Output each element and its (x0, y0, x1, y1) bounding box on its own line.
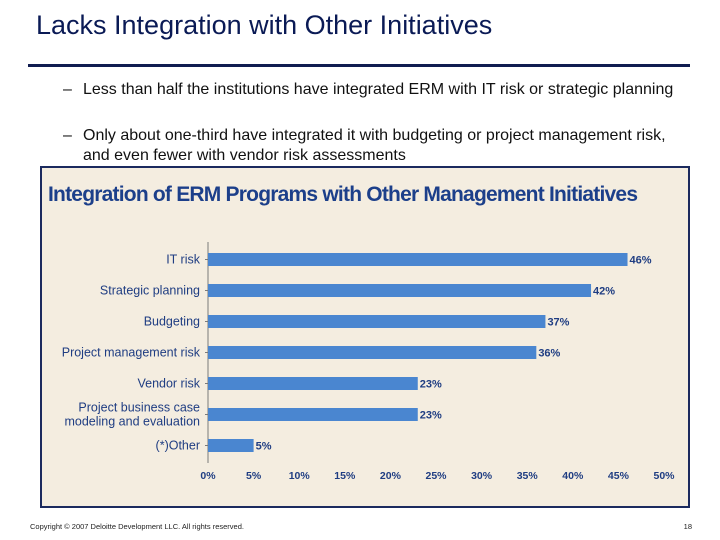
category-label: Budgeting (144, 315, 200, 329)
category-label-line: (*)Other (156, 439, 200, 453)
category-label-line: IT risk (166, 253, 201, 267)
bullet-dash: – (63, 81, 72, 98)
category-label-line: Strategic planning (100, 284, 200, 298)
category-label-line: Budgeting (144, 315, 200, 329)
bar-value-label: 37% (547, 317, 569, 329)
bar (208, 284, 592, 297)
category-label-line: modeling and evaluation (64, 415, 200, 429)
bullet-text: Less than half the institutions have int… (83, 81, 674, 98)
bar-layer (208, 253, 628, 452)
bar-value-label: 23% (420, 410, 442, 422)
bullet-dash: – (63, 127, 72, 144)
x-tick-label: 10% (289, 470, 311, 482)
bullet-item: – Less than half the institutions have i… (63, 80, 693, 100)
x-tick-label: 50% (653, 470, 675, 482)
x-tick-label: 45% (608, 470, 630, 482)
category-label: Strategic planning (100, 284, 200, 298)
axis-layer: 0% 5% 10% 15% 20% 25% 30% 35% 40% 45% 50% (200, 242, 675, 482)
category-label: (*)Other (156, 439, 200, 453)
chart-panel: Integration of ERM Programs with Other M… (40, 166, 690, 508)
category-label: Vendor risk (137, 377, 200, 391)
bar-value-label: 23% (420, 379, 442, 391)
chart-title: Integration of ERM Programs with Other M… (48, 183, 638, 206)
bar (208, 408, 418, 421)
bar (208, 346, 537, 359)
bullet-text: Only about one-third have integrated it … (83, 127, 666, 164)
bar (208, 439, 254, 452)
bar (208, 253, 628, 266)
category-label-line: Project business case (78, 401, 200, 415)
x-tick-label: 30% (471, 470, 493, 482)
bar (208, 377, 418, 390)
x-tick-label: 0% (200, 470, 216, 482)
x-tick-label: 25% (425, 470, 447, 482)
bar (208, 315, 546, 328)
x-tick-label: 5% (246, 470, 262, 482)
category-label-line: Vendor risk (137, 377, 200, 391)
category-label: Project business case modeling and evalua… (64, 401, 200, 429)
x-tick-label: 20% (380, 470, 402, 482)
bar-value-label: 5% (256, 441, 272, 453)
bar-chart: Integration of ERM Programs with Other M… (48, 183, 675, 482)
copyright-footer: Copyright © 2007 Deloitte Development LL… (30, 522, 244, 531)
label-layer: 46% IT risk 42% Strategic planning 37% Budget… (62, 253, 652, 453)
bar-value-label: 46% (630, 255, 652, 267)
slide-title: Lacks Integration with Other Initiatives (36, 10, 493, 40)
x-tick-label: 40% (562, 470, 584, 482)
category-label: Project management risk (62, 346, 201, 360)
bar-value-label: 36% (538, 348, 560, 360)
category-label: IT risk (166, 253, 201, 267)
bar-value-label: 42% (593, 286, 615, 298)
bullet-item: – Only about one-third have integrated i… (63, 126, 693, 166)
x-tick-label: 35% (517, 470, 539, 482)
x-tick-label: 15% (334, 470, 356, 482)
page-number: 18 (683, 522, 692, 531)
title-divider (28, 64, 690, 67)
category-label-line: Project management risk (62, 346, 201, 360)
